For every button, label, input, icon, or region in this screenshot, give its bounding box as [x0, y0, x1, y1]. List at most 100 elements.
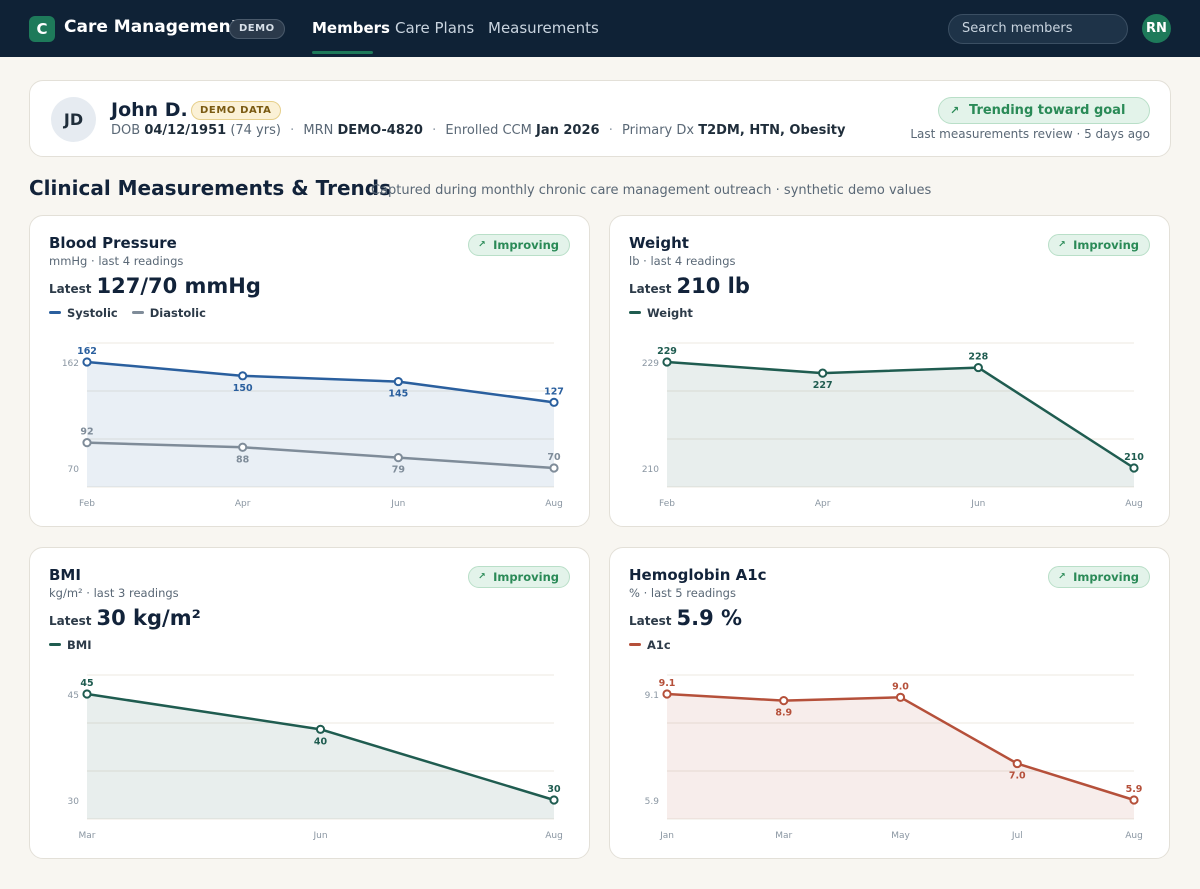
card-subtitle: lb · last 4 readings — [629, 254, 736, 268]
trend-status-label: Trending toward goal — [969, 103, 1126, 118]
data-label-weight: 228 — [968, 352, 988, 363]
age-value: (74 yrs) — [230, 123, 281, 138]
series-line-weight — [666, 360, 1135, 470]
user-avatar[interactable]: RN — [1142, 14, 1171, 43]
data-point-diastolic[interactable] — [549, 463, 559, 473]
area-fill — [667, 694, 1134, 819]
data-point-systolic[interactable] — [238, 371, 248, 381]
separator: · — [608, 123, 613, 138]
primary-dx-label: Primary Dx — [622, 123, 695, 138]
data-label-weight: 227 — [813, 380, 833, 391]
x-tick-label: Aug — [545, 499, 563, 509]
legend-label: A1c — [647, 638, 671, 652]
trending-up-icon: ↗ — [950, 104, 960, 117]
patient-avatar: JD — [51, 97, 96, 142]
latest-value: 30 kg/m² — [96, 606, 201, 630]
x-tick-label: Jul — [1011, 831, 1023, 841]
latest-value: 5.9 % — [676, 606, 743, 630]
blood-pressure-card: 162 70 Feb Apr Jun Aug 162 150 145 127 92 88 79 70 Bl… — [29, 215, 590, 527]
trend-status-badge: ↗ Trending toward goal — [938, 97, 1150, 124]
data-point-systolic[interactable] — [549, 397, 559, 407]
mrn-label: MRN — [303, 123, 334, 138]
nav-tab-members[interactable]: Members — [312, 19, 390, 37]
data-point-weight[interactable] — [973, 362, 983, 373]
demo-data-badge: DEMO DATA — [191, 101, 281, 120]
data-point-a1c[interactable] — [662, 689, 672, 699]
data-point-a1c[interactable] — [895, 692, 906, 702]
area-fill — [667, 362, 1134, 487]
patient-name: John D. — [111, 99, 188, 121]
data-label-bmi: 30 — [547, 784, 561, 795]
data-point-diastolic[interactable] — [238, 442, 248, 452]
data-point-diastolic[interactable] — [82, 438, 92, 448]
dob-label: DOB — [111, 123, 141, 138]
data-point-systolic[interactable] — [82, 357, 92, 367]
y-tick-label: 162 — [62, 359, 79, 369]
section-title: Clinical Measurements & Trends — [29, 176, 391, 200]
data-point-a1c[interactable] — [1012, 758, 1022, 769]
latest-label: Latest — [49, 282, 92, 296]
status-badge: ↗ Improving — [1048, 234, 1150, 256]
card-title: Blood Pressure — [49, 234, 177, 252]
data-point-systolic[interactable] — [393, 376, 403, 387]
data-point-weight[interactable] — [662, 357, 672, 367]
legend-item-systolic: Systolic — [49, 306, 118, 320]
legend-item-weight: Weight — [629, 306, 693, 320]
data-point-diastolic[interactable] — [393, 453, 403, 463]
nav-tab-care-plans[interactable]: Care Plans — [395, 19, 475, 37]
legend-item-diastolic: Diastolic — [131, 306, 206, 320]
data-label-a1c: 8.9 — [775, 708, 792, 719]
x-tick-label: Jun — [312, 831, 327, 841]
y-tick-label: 30 — [68, 797, 80, 807]
primary-dx-value: T2DM, HTN, Obesity — [698, 123, 846, 138]
status-label: Improving — [493, 570, 559, 584]
data-point-bmi[interactable] — [315, 724, 326, 734]
app-logo[interactable]: C — [29, 16, 55, 42]
x-tick-label: May — [891, 831, 910, 841]
data-label-bmi: 40 — [314, 736, 328, 747]
series-line-diastolic — [86, 441, 555, 470]
x-tick-label: Mar — [775, 831, 792, 841]
status-label: Improving — [493, 238, 559, 252]
active-tab-indicator — [312, 51, 373, 54]
status-label: Improving — [1073, 238, 1139, 252]
x-tick-label: Aug — [545, 831, 563, 841]
x-tick-label: Jun — [390, 499, 405, 509]
y-tick-label: 45 — [68, 691, 79, 701]
legend-swatch — [49, 643, 61, 646]
legend-swatch — [629, 643, 641, 646]
data-label-diastolic: 79 — [392, 465, 405, 476]
latest-reading: Latest 210 lb — [629, 274, 750, 298]
section-subtitle: Captured during monthly chronic care man… — [371, 183, 932, 198]
data-point-bmi[interactable] — [549, 795, 559, 805]
patient-summary-card: JD John D. DEMO DATA DOB 04/12/1951 (74 … — [29, 80, 1171, 157]
area-fill — [87, 362, 554, 487]
data-point-bmi[interactable] — [82, 689, 92, 699]
chart-legend: A1c — [629, 638, 685, 652]
data-point-a1c[interactable] — [1129, 795, 1139, 805]
a1c-chart: 9.1 5.9 Jan Mar May Jul Aug 9.1 8.9 9.0 7.0 5.9 — [645, 674, 1143, 841]
data-point-a1c[interactable] — [779, 696, 789, 706]
separator: · — [432, 123, 437, 138]
x-tick-label: Aug — [1125, 831, 1143, 841]
latest-reading: Latest 30 kg/m² — [49, 606, 201, 630]
x-tick-label: Apr — [815, 499, 831, 509]
app-title[interactable]: Care Management — [64, 17, 239, 37]
trending-up-icon: ↗ — [478, 240, 486, 250]
weight-card: 229 210 Feb Apr Jun Aug 229 227 228 210 Weight lb… — [609, 215, 1170, 527]
nav-tab-measurements[interactable]: Measurements — [488, 19, 599, 37]
search-input[interactable]: Search members — [948, 14, 1128, 44]
status-badge: ↗ Improving — [468, 566, 570, 588]
card-title: BMI — [49, 566, 81, 584]
data-point-weight[interactable] — [1129, 463, 1139, 473]
last-review-note: Last measurements review · 5 days ago — [910, 127, 1150, 141]
patient-meta: DOB 04/12/1951 (74 yrs) · MRN DEMO-4820 … — [111, 123, 845, 138]
data-label-weight: 229 — [657, 346, 677, 357]
status-badge: ↗ Improving — [1048, 566, 1150, 588]
data-point-weight[interactable] — [818, 368, 828, 378]
latest-value: 127/70 mmHg — [96, 274, 261, 298]
data-label-systolic: 127 — [544, 386, 564, 397]
bmi-chart: 45 30 Mar Jun Aug 45 40 30 — [68, 674, 563, 841]
data-label-systolic: 162 — [77, 346, 97, 357]
latest-label: Latest — [629, 282, 672, 296]
